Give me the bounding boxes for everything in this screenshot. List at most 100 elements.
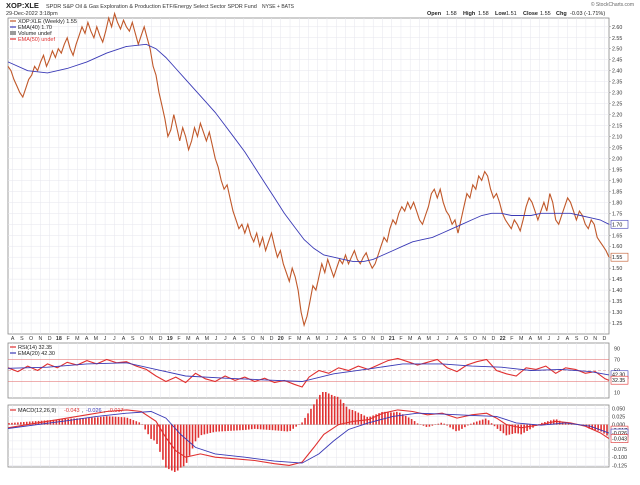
macd-histogram-bar-54	[168, 425, 170, 470]
macd-histogram-bar-40	[127, 418, 129, 425]
macd-histogram-bar-114	[346, 407, 348, 425]
macd-histogram-bar-160	[482, 420, 484, 425]
macd-histogram-bar-142	[429, 425, 431, 427]
macd-histogram-bar-118	[358, 413, 360, 425]
macd-histogram-bar-175	[526, 425, 528, 431]
macd-histogram-bar-164	[494, 425, 496, 427]
month-label-32: A	[307, 336, 311, 342]
price-tick-label-25: 1.35	[612, 299, 622, 305]
macd-histogram-bar-52	[162, 425, 164, 460]
macd-histogram-bar-161	[485, 419, 487, 425]
macd-histogram-bar-106	[322, 392, 324, 425]
month-label-29: 20	[278, 336, 284, 342]
price-tick-label-16: 1.80	[612, 200, 622, 206]
macd-histogram-bar-36	[115, 417, 117, 425]
macd-histogram-bar-138	[417, 423, 419, 424]
month-label-24: A	[233, 336, 237, 342]
month-label-9: M	[94, 336, 98, 342]
watermark: © StockCharts.com	[591, 1, 634, 8]
month-label-37: S	[353, 336, 357, 342]
month-label-16: D	[159, 336, 163, 342]
macd-histogram-bar-82	[251, 425, 253, 430]
month-label-8: A	[85, 336, 89, 342]
macd-histogram-bar-73	[224, 425, 226, 432]
month-label-23: J	[224, 336, 227, 342]
macd-histogram-bar-38	[121, 417, 123, 424]
rsi-tick-label-0: 90	[614, 347, 620, 353]
month-label-34: J	[326, 336, 329, 342]
month-label-15: N	[149, 336, 153, 342]
macd-histogram-bar-109	[331, 395, 333, 425]
macd-histogram-bar-157	[473, 422, 475, 424]
macd-title: MACD(12,26,9)	[18, 408, 56, 414]
high-value: 1.58	[478, 11, 489, 17]
month-label-7: M	[75, 336, 79, 342]
macd-histogram-bar-136	[411, 419, 413, 425]
month-label-62: O	[584, 336, 588, 342]
macd-histogram-bar-96	[292, 425, 294, 429]
macd-histogram-bar-201	[603, 425, 605, 434]
month-label-51: N	[482, 336, 486, 342]
macd-histogram-bar-163	[491, 423, 493, 424]
macd-histogram-bar-79	[242, 425, 244, 431]
macd-tick-label-1: 0.025	[612, 414, 625, 420]
macd-histogram-bar-107	[325, 392, 327, 425]
macd-histogram-bar-158	[476, 422, 478, 425]
price-tick-label-8: 2.20	[612, 113, 622, 119]
month-label-49: S	[464, 336, 468, 342]
open-label: Open	[427, 11, 442, 17]
rsi-tick-label-1: 70	[614, 358, 620, 364]
price-tick-label-4: 2.40	[612, 69, 622, 75]
macd-histogram-bar-78	[239, 425, 241, 431]
month-label-21: M	[205, 336, 209, 342]
macd-histogram-bar-137	[414, 421, 416, 424]
month-label-2: O	[29, 336, 33, 342]
macd-histogram-bar-21	[70, 419, 72, 425]
close-value: 1.55	[540, 11, 551, 17]
month-label-27: N	[260, 336, 264, 342]
macd-tick-label-7: -0.125	[612, 463, 627, 469]
macd-histogram-bar-143	[432, 425, 434, 426]
macd-histogram-bar-146	[440, 423, 442, 425]
macd-histogram-bar-87	[266, 425, 268, 430]
exchange-label: NYSE + BATS	[262, 4, 295, 10]
macd-histogram-bar-30	[97, 417, 99, 424]
macd-histogram-bar-153	[461, 425, 463, 429]
macd-histogram-bar-32	[103, 417, 105, 425]
macd-histogram-bar-4	[20, 422, 22, 424]
macd-histogram-bar-55	[171, 425, 173, 471]
macd-histogram-bar-102	[310, 409, 312, 425]
macd-histogram-bar-1	[11, 423, 13, 425]
macd-histogram-bar-168	[506, 425, 508, 436]
month-label-5: 18	[56, 336, 62, 342]
price-last-value-label-1: 1.55	[612, 255, 622, 261]
price-tick-label-14: 1.90	[612, 178, 622, 184]
month-label-55: M	[519, 336, 523, 342]
macd-histogram-bar-174	[523, 425, 525, 433]
macd-histogram-bar-34	[109, 416, 111, 424]
macd-histogram-bar-156	[470, 424, 472, 425]
price-tick-label-3: 2.45	[612, 58, 622, 64]
macd-histogram-bar-140	[423, 425, 425, 426]
macd-histogram-bar-68	[210, 425, 212, 433]
macd-histogram-bar-59	[183, 425, 185, 467]
macd-histogram-bar-99	[301, 422, 303, 424]
macd-histogram-bar-29	[94, 417, 96, 424]
chg-value: -0.03 (-1.71%)	[570, 11, 605, 17]
month-label-25: S	[242, 336, 246, 342]
macd-histogram-bar-46	[144, 425, 146, 430]
price-tick-label-17: 1.75	[612, 211, 622, 217]
price-tick-label-5: 2.35	[612, 80, 622, 86]
macd-histogram-bar-202	[606, 425, 608, 436]
macd-signal-value: -0.026	[86, 408, 102, 414]
macd-histogram-bar-58	[180, 425, 182, 468]
close-label: Close	[523, 11, 538, 17]
macd-histogram-bar-151	[455, 425, 457, 432]
price-tick-label-12: 2.00	[612, 156, 622, 162]
month-label-12: A	[122, 336, 126, 342]
macd-histogram-bar-81	[248, 425, 250, 430]
high-label: High	[463, 11, 476, 17]
macd-histogram-bar-141	[426, 425, 428, 427]
macd-histogram-bar-67	[207, 425, 209, 434]
macd-histogram-bar-65	[201, 425, 203, 436]
